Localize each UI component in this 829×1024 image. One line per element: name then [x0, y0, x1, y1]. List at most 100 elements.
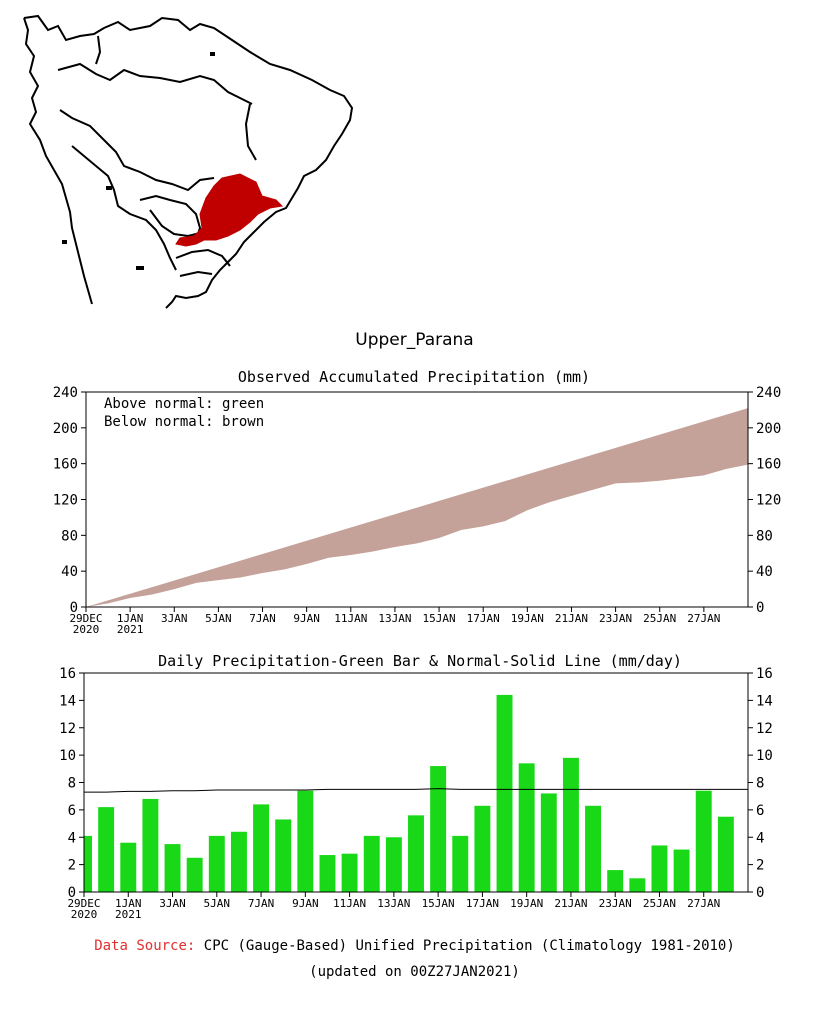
daily-bar [208, 835, 225, 892]
daily-bar [562, 757, 579, 892]
y-tick-label-left: 240 [53, 385, 78, 401]
accum-chart-title: Observed Accumulated Precipitation (mm) [238, 368, 590, 386]
y-tick-label-right: 240 [756, 385, 781, 401]
x-tick-label: 3JAN [161, 612, 188, 625]
daily-bar [120, 842, 137, 892]
daily-bar [186, 857, 203, 892]
legend-above-normal: Above normal: green [104, 396, 264, 412]
x-tick-label: 19JAN [511, 612, 544, 625]
y-tick-label-right: 8 [756, 776, 764, 792]
x-tick-label: 2021 [115, 908, 142, 921]
y-tick-label-right: 6 [756, 803, 764, 819]
daily-bar [363, 835, 380, 892]
y-tick-label-right: 14 [756, 693, 773, 709]
daily-bar [275, 819, 292, 892]
daily-bar [629, 878, 646, 892]
daily-bar [253, 804, 270, 892]
border [95, 35, 102, 65]
x-tick-label: 7JAN [249, 612, 276, 625]
x-tick-label: 5JAN [204, 897, 231, 910]
daily-bar [518, 763, 535, 892]
y-tick-label-right: 4 [756, 830, 764, 846]
x-tick-label: 21JAN [554, 897, 587, 910]
daily-bar [164, 844, 181, 892]
x-tick-label: 17JAN [467, 612, 500, 625]
x-tick-label: 13JAN [377, 897, 410, 910]
y-tick-label-left: 0 [70, 600, 78, 616]
region-title: Upper_Parana [355, 330, 474, 350]
x-tick-label: 29DEC [67, 897, 100, 910]
daily-bar [84, 835, 92, 892]
daily-bar [585, 805, 602, 892]
data-source-line: Data Source: CPC (Gauge-Based) Unified P… [0, 938, 829, 954]
daily-bar [341, 853, 358, 892]
x-tick-label: 1JAN [117, 612, 144, 625]
daily-bar [98, 807, 115, 892]
y-tick-label-right: 12 [756, 721, 773, 737]
y-tick-label-left: 8 [68, 776, 76, 792]
west-coast [23, 17, 93, 305]
upper-parana-region [175, 173, 284, 247]
y-tick-label-left: 6 [68, 803, 76, 819]
y-tick-label-right: 16 [756, 666, 773, 682]
x-tick-label: 9JAN [292, 897, 319, 910]
daily-bar [651, 845, 668, 892]
daily-bar [430, 766, 447, 892]
x-tick-label: 1JAN [115, 897, 142, 910]
y-tick-label-left: 160 [53, 457, 78, 473]
y-tick-label-right: 160 [756, 457, 781, 473]
daily-bar [673, 849, 690, 892]
daily-bar [474, 805, 491, 892]
border [71, 145, 177, 271]
border [149, 209, 205, 238]
daily-bar [496, 694, 513, 892]
updated-timestamp: (updated on 00Z27JAN2021) [309, 964, 520, 980]
y-tick-label-left: 16 [59, 666, 76, 682]
below-normal-area [86, 408, 748, 607]
x-tick-label: 11JAN [334, 612, 367, 625]
data-source-label: Data Source: [94, 938, 196, 954]
x-tick-label: 23JAN [599, 897, 632, 910]
y-tick-label-left: 40 [61, 564, 78, 580]
y-tick-label-right: 0 [756, 600, 764, 616]
x-tick-label: 7JAN [248, 897, 275, 910]
y-tick-label-right: 40 [756, 564, 773, 580]
border [244, 103, 257, 161]
daily-bar [385, 837, 402, 892]
daily-bar [607, 870, 624, 892]
x-tick-label: 29DEC [69, 612, 102, 625]
x-tick-label: 19JAN [510, 897, 543, 910]
x-tick-label: 27JAN [687, 897, 720, 910]
daily-bar [540, 793, 557, 892]
border [179, 270, 213, 277]
daily-bar [452, 835, 469, 892]
daily-bar [408, 815, 424, 892]
y-tick-label-left: 10 [59, 748, 76, 764]
y-tick-label-right: 80 [756, 528, 773, 544]
location-map [23, 14, 354, 309]
x-tick-label: 2020 [73, 623, 100, 636]
x-tick-label: 17JAN [466, 897, 499, 910]
x-tick-label: 5JAN [205, 612, 232, 625]
y-tick-label-left: 4 [68, 830, 76, 846]
x-tick-label: 15JAN [422, 897, 455, 910]
daily-bar [297, 790, 314, 892]
daily-bar [695, 790, 712, 892]
y-tick-label-right: 200 [756, 421, 781, 437]
data-source-text: CPC (Gauge-Based) Unified Precipitation … [203, 938, 735, 954]
daily-chart-title: Daily Precipitation-Green Bar & Normal-S… [158, 652, 682, 670]
x-tick-label: 11JAN [333, 897, 366, 910]
x-tick-label: 15JAN [423, 612, 456, 625]
x-tick-label: 3JAN [159, 897, 186, 910]
y-tick-label-left: 200 [53, 421, 78, 437]
y-tick-label-right: 120 [756, 493, 781, 509]
x-tick-label: 2020 [71, 908, 98, 921]
y-tick-label-left: 0 [68, 885, 76, 901]
daily-bar [717, 816, 734, 892]
y-tick-label-right: 2 [756, 858, 764, 874]
daily-bar [142, 798, 159, 892]
border [57, 62, 253, 105]
y-tick-label-left: 14 [59, 693, 76, 709]
coastline [23, 14, 354, 309]
